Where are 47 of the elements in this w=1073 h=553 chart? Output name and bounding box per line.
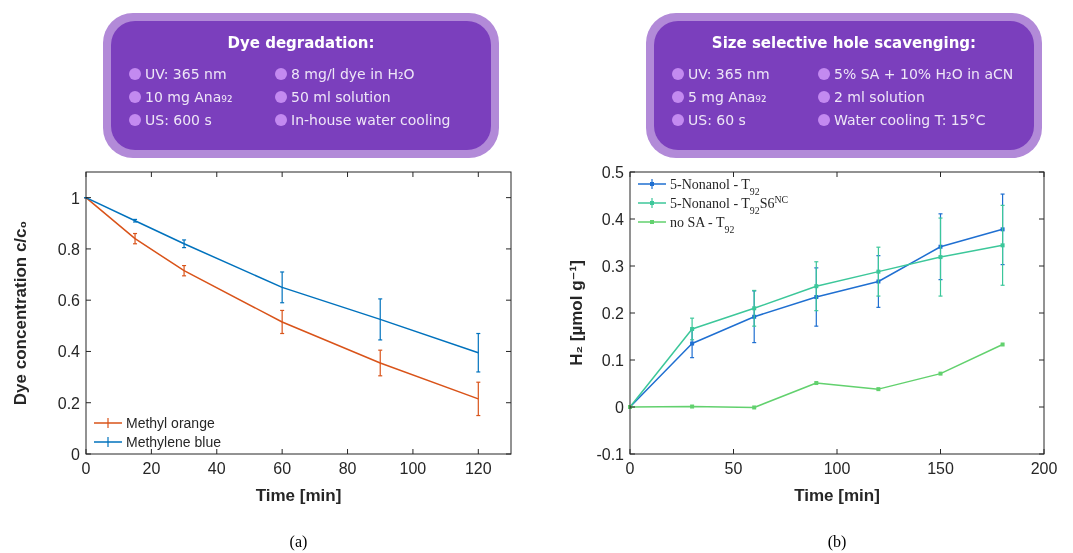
y-tick-label: 0.3 (601, 258, 625, 275)
legend-label: no SA - T$_{92}$ (670, 215, 735, 235)
x-tick-label: 60 (273, 460, 292, 477)
x-tick-label: 100 (823, 460, 851, 477)
text: UV: 365 nm (688, 66, 770, 82)
text: (b) (827, 533, 847, 551)
text: Dye degradation: (227, 34, 375, 52)
legend-label: 5-Nonanol - T$_{92}$ (670, 177, 760, 197)
y-tick-label: 0.5 (601, 164, 625, 181)
legend-label: Methyl orange (126, 415, 215, 431)
legend-label: Methylene blue (126, 434, 222, 450)
text: Size selective hole scavenging: (711, 34, 977, 52)
x-axis-title: Time [min] (255, 486, 342, 505)
text: 50 ml solution (291, 89, 391, 105)
text: 2 ml solution (834, 89, 925, 105)
y-axis-title: H₂ [µmol g⁻¹] (567, 260, 586, 366)
x-tick-label: 40 (207, 460, 226, 477)
text: Water cooling T: 15°C (834, 112, 986, 128)
y-tick-label: 0.2 (57, 394, 81, 412)
y-axis-title: Dye concentration c/c₀ (11, 220, 30, 406)
y-tick-label: 0 (615, 399, 625, 416)
text: 8 mg/l dye in H₂O (291, 66, 415, 82)
x-tick-label: 20 (142, 460, 161, 477)
y-tick-label: 0.6 (57, 292, 81, 310)
text: 10 mg Ana₉₂ (145, 89, 233, 105)
y-tick-label: 0.1 (601, 352, 625, 369)
text: In-house water cooling (291, 112, 451, 128)
x-tick-label: 120 (464, 460, 492, 477)
y-tick-label: -0.1 (596, 446, 625, 463)
x-axis-title: Time [min] (794, 486, 880, 505)
text: 5% SA + 10% H₂O in aCN (834, 66, 1014, 82)
x-tick-label: 50 (724, 460, 743, 477)
text: US: 600 s (145, 112, 212, 128)
y-tick-label: 1 (71, 189, 81, 207)
y-tick-label: 0.4 (601, 211, 625, 228)
text: UV: 365 nm (145, 66, 227, 82)
text: US: 60 s (688, 112, 746, 128)
x-tick-label: 80 (338, 460, 357, 477)
y-tick-label: 0.8 (57, 240, 81, 258)
x-tick-label: 100 (399, 460, 427, 477)
x-tick-label: 150 (927, 460, 954, 477)
y-tick-label: 0 (71, 446, 81, 463)
y-tick-label: 0.4 (57, 343, 81, 361)
y-tick-label: 0.2 (601, 305, 625, 322)
text: (a) (289, 533, 308, 551)
x-tick-label: 200 (1030, 460, 1058, 477)
text: 5 mg Ana₉₂ (688, 89, 767, 105)
